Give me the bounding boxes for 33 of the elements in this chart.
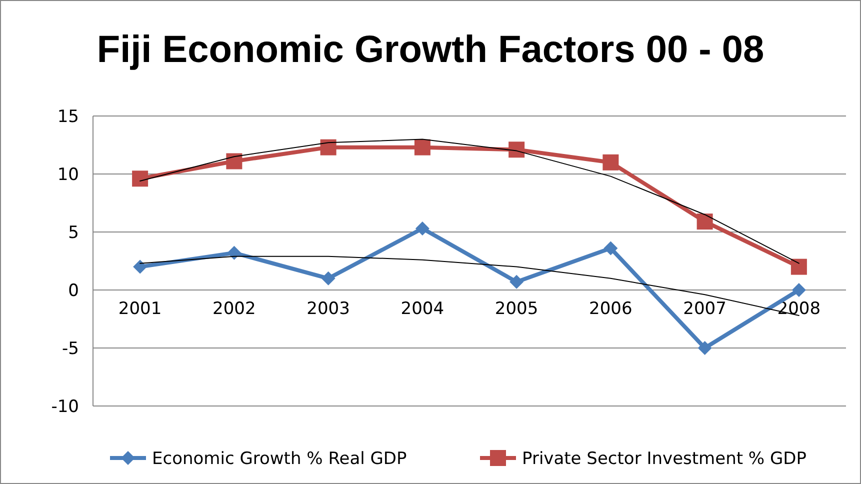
x-tick-label: 2005 [494, 299, 538, 319]
point [321, 271, 336, 286]
x-tick-label: 2002 [212, 299, 256, 319]
point [698, 341, 712, 355]
point [132, 170, 148, 187]
x-tick-label: 2003 [306, 299, 350, 319]
point [510, 274, 524, 289]
point [320, 139, 336, 156]
y-tick-label: 10 [57, 165, 79, 185]
y-tick-label: 5 [68, 223, 79, 243]
legend-label: Private Sector Investment % GDP [522, 449, 806, 469]
y-tick-label: 0 [68, 281, 79, 301]
point [792, 283, 806, 297]
point [415, 222, 430, 236]
point [696, 214, 713, 230]
point [604, 241, 618, 256]
x-tick-label: 2006 [589, 299, 632, 319]
y-tick-label: -10 [51, 397, 79, 417]
point [602, 154, 619, 170]
y-tick-label: 15 [57, 107, 79, 127]
point [790, 258, 807, 275]
y-tick-label: -5 [62, 339, 79, 359]
x-tick-label: 2004 [400, 299, 444, 319]
point [227, 246, 242, 260]
x-tick-label: 2007 [683, 299, 726, 319]
point [133, 260, 148, 274]
x-tick-label: 2001 [118, 299, 162, 319]
legend-label: Economic Growth % Real GDP [152, 449, 407, 469]
point [508, 142, 525, 158]
chart-title: Fiji Economic Growth Factors 00 - 08 [96, 29, 764, 71]
point [226, 153, 242, 170]
x-tick-label: 2008 [777, 299, 821, 319]
point [414, 139, 430, 156]
